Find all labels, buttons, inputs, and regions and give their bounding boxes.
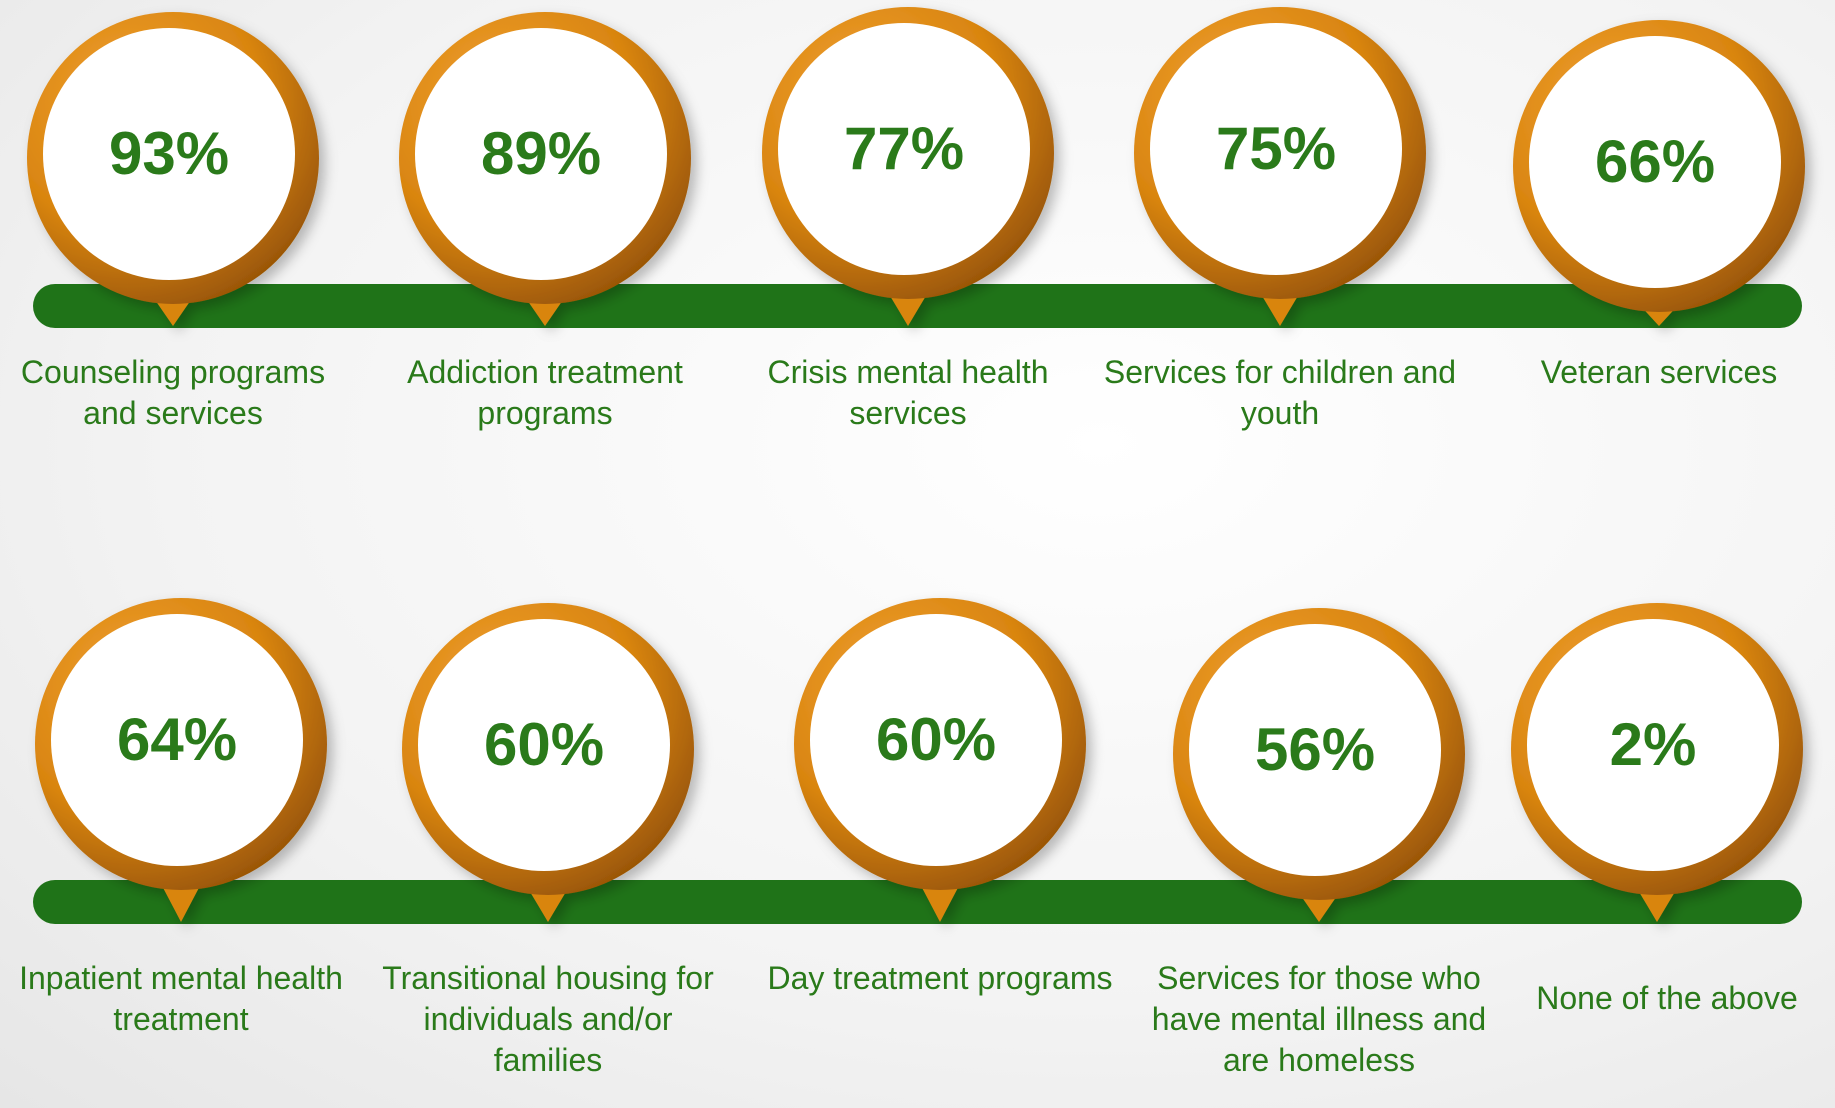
category-label: Counseling programs and services bbox=[20, 354, 326, 431]
pin-face bbox=[1529, 36, 1781, 288]
value-label: 93% bbox=[109, 120, 229, 187]
pin-pointer bbox=[159, 880, 203, 922]
pin-pointer bbox=[918, 880, 962, 922]
pin bbox=[762, 7, 1054, 326]
pin-face bbox=[778, 23, 1030, 275]
pin bbox=[402, 603, 694, 922]
category-label: Services for those who have mental illne… bbox=[1151, 960, 1487, 1078]
pin bbox=[399, 12, 691, 326]
pin-face bbox=[43, 28, 295, 280]
value-label: 2% bbox=[1610, 711, 1697, 778]
category-label: Veteran services bbox=[1540, 354, 1778, 390]
value-label: 75% bbox=[1216, 115, 1336, 182]
category-label: Services for children and youth bbox=[1103, 354, 1457, 431]
pin bbox=[1513, 20, 1805, 326]
category-label: Crisis mental health services bbox=[767, 354, 1049, 431]
pin bbox=[1511, 603, 1803, 922]
category-label: Day treatment programs bbox=[767, 960, 1113, 996]
category-label: Transitional housing for individuals and… bbox=[382, 960, 714, 1078]
value-label: 66% bbox=[1595, 128, 1715, 195]
value-label: 89% bbox=[481, 120, 601, 187]
pin bbox=[27, 12, 319, 326]
pin bbox=[1173, 608, 1465, 922]
pin-face bbox=[415, 28, 667, 280]
value-label: 77% bbox=[844, 115, 964, 182]
pin-face bbox=[810, 614, 1062, 866]
category-label: None of the above bbox=[1536, 980, 1798, 1016]
pin-face bbox=[1527, 619, 1779, 871]
value-label: 60% bbox=[876, 706, 996, 773]
pin bbox=[1134, 7, 1426, 326]
category-label: Inpatient mental health treatment bbox=[19, 960, 343, 1037]
pin-face bbox=[1189, 624, 1441, 876]
value-label: 60% bbox=[484, 711, 604, 778]
pin-face bbox=[51, 614, 303, 866]
pin bbox=[35, 598, 327, 922]
value-label: 64% bbox=[117, 706, 237, 773]
pin-face bbox=[418, 619, 670, 871]
category-label: Addiction treatment programs bbox=[407, 354, 683, 431]
pin bbox=[794, 598, 1086, 922]
pin-face bbox=[1150, 23, 1402, 275]
value-label: 56% bbox=[1255, 716, 1375, 783]
